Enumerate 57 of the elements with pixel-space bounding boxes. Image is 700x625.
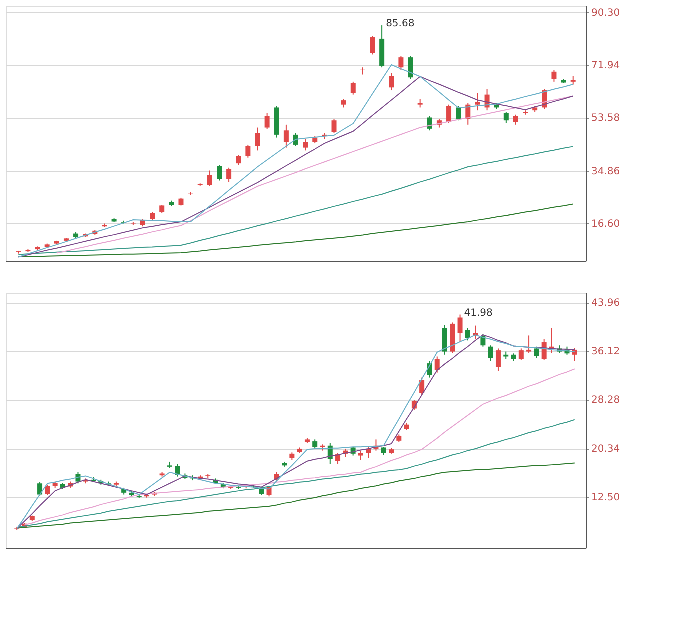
candlestick [188, 192, 194, 196]
y-tick-label: 28.28 [592, 395, 620, 406]
candlestick [236, 154, 242, 166]
candlestick [332, 118, 337, 134]
candlestick [350, 81, 356, 96]
y-tick-label: 12.50 [592, 492, 620, 504]
line-series [56, 96, 574, 254]
annotation: 41.98 [464, 308, 493, 319]
candlestick [366, 446, 372, 459]
candlestick [226, 167, 232, 183]
candlestick [370, 36, 376, 56]
line-series [16, 462, 576, 529]
y-tick-label: 90.30 [592, 8, 620, 19]
y-tick-label: 16.60 [592, 218, 620, 230]
line-series [16, 419, 576, 528]
y-tick-label: 34.86 [592, 166, 620, 178]
candlestick [358, 450, 364, 461]
candlestick [465, 328, 470, 342]
candlestick [45, 484, 50, 496]
line-series [18, 204, 574, 258]
candlestick [504, 112, 509, 124]
y-tick-label: 53.58 [592, 113, 620, 124]
candlestick [38, 482, 43, 497]
candlestick [513, 114, 518, 126]
candlestick [284, 124, 289, 148]
candlestick [518, 348, 524, 361]
candlestick [475, 92, 480, 112]
line-series [18, 146, 574, 256]
candlestick [255, 127, 260, 152]
y-tick-label: 36.12 [592, 346, 620, 358]
candlestick [389, 72, 394, 92]
candlestick [442, 324, 448, 356]
candlestick [207, 170, 212, 188]
candlestick [303, 138, 308, 152]
candlestick [496, 348, 501, 372]
candlestick [446, 104, 452, 124]
candlestick [216, 164, 222, 182]
candlestick [398, 56, 404, 71]
candlestick [427, 116, 432, 132]
candlestick [458, 314, 463, 344]
candlestick [408, 56, 414, 80]
candlestick [264, 112, 270, 130]
y-tick-label: 20.34 [592, 444, 620, 456]
candlestick [312, 439, 318, 450]
candlestick [552, 70, 557, 82]
candlestick [420, 377, 425, 396]
annotation: 85.68 [386, 18, 415, 30]
candlestick [456, 106, 462, 122]
candlestick [336, 452, 341, 465]
y-tick-label: 43.96 [592, 298, 620, 310]
candlestick [526, 335, 532, 354]
line-series [24, 368, 576, 526]
candlestick [434, 356, 440, 374]
candlestick [360, 67, 366, 76]
y-tick-label: 71.94 [592, 60, 620, 72]
candlestick [246, 144, 251, 158]
candlestick [488, 345, 494, 362]
